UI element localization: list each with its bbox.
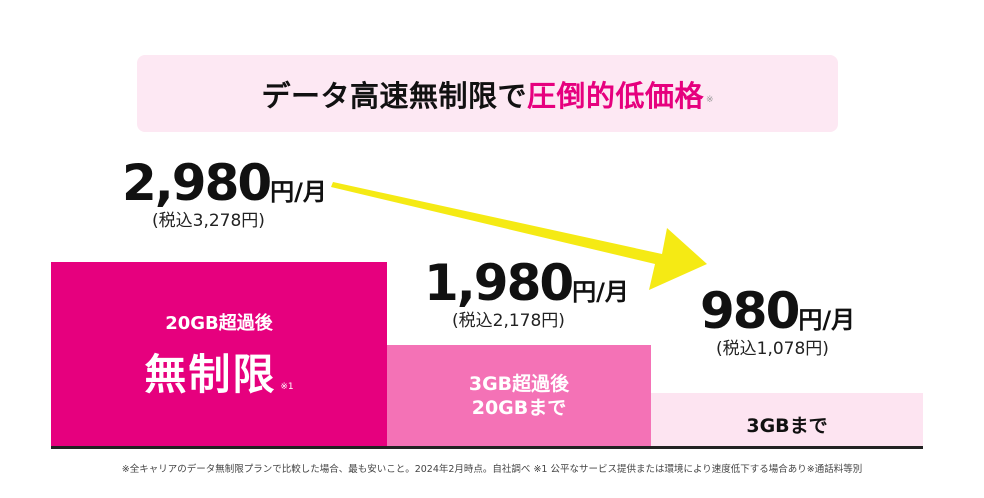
price-amount: 2,980 — [122, 154, 272, 212]
price-plan-1: 2,980円/月 (税込3,278円) — [122, 158, 327, 231]
price-plan-2: 1,980円/月 (税込2,178円) — [424, 258, 629, 331]
price-tax-included: (税込3,278円) — [152, 211, 265, 231]
price-tax-included: (税込1,078円) — [716, 339, 829, 359]
price-unit: 円/月 — [270, 178, 327, 206]
headline-note: ※ — [705, 94, 714, 105]
chart-baseline — [51, 446, 923, 449]
footnote: ※全キャリアのデータ無制限プランで比較した場合、最も安いこと。2024年2月時点… — [121, 464, 863, 475]
bar-label-note: ※1 — [280, 381, 294, 392]
bar-label-big-wrap: 無制限 ※1 — [144, 341, 293, 402]
arrow-shape — [331, 182, 707, 290]
bar-3gb: 3GBまで — [651, 393, 923, 448]
price-tax-included: (税込2,178円) — [452, 311, 565, 331]
bar-label-big: 無制限 — [144, 349, 277, 399]
bar-label-line1: 3GB超過後 — [468, 372, 570, 395]
bar-label-line2: 20GBまで — [471, 396, 567, 419]
price-unit: 円/月 — [798, 306, 856, 334]
price-amount: 1,980 — [424, 254, 574, 312]
price-plan-3: 980円/月 (税込1,078円) — [700, 286, 855, 359]
price-unit: 円/月 — [572, 278, 629, 306]
bar-20gb: 3GB超過後 20GBまで — [387, 345, 651, 448]
headline-text: データ高速無制限で — [261, 78, 527, 113]
bar-label-small: 20GB超過後 — [165, 312, 273, 334]
headline-accent: 圧倒的低価格 — [526, 78, 704, 113]
headline-banner: データ高速無制限で 圧倒的低価格 ※ — [137, 55, 838, 132]
bar-label: 3GBまで — [746, 415, 828, 437]
bar-unlimited: 20GB超過後 無制限 ※1 — [51, 262, 387, 448]
price-amount: 980 — [700, 282, 800, 340]
